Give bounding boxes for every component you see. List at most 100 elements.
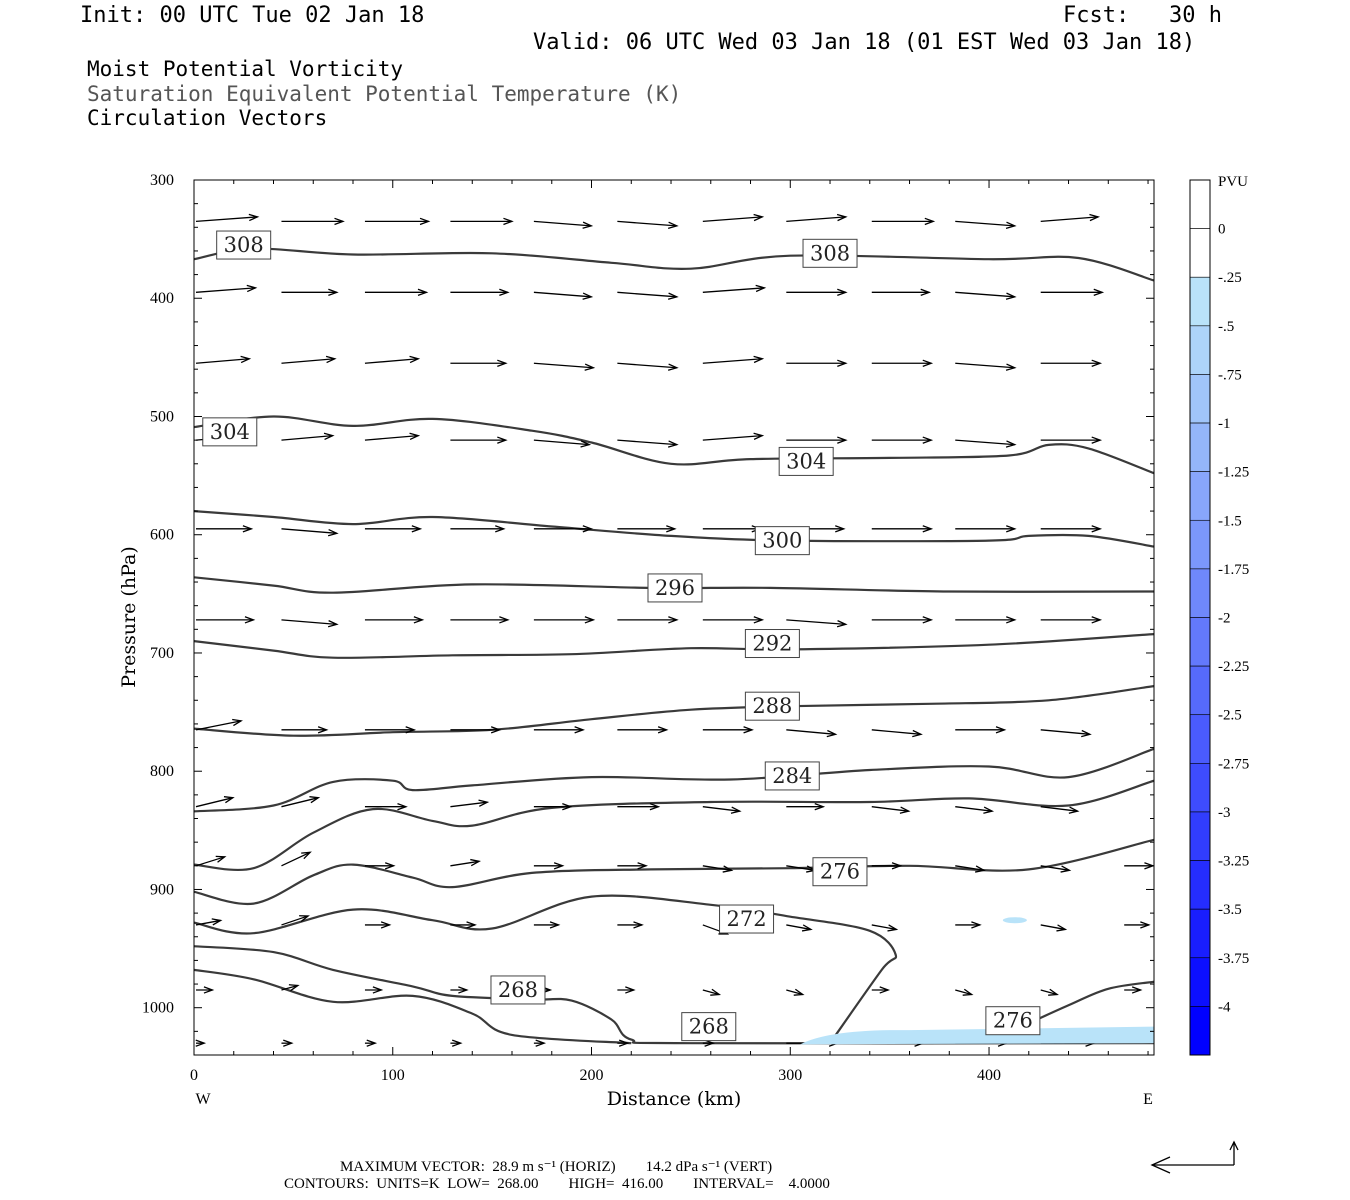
vector-arrowhead (666, 525, 677, 533)
vector-arrowhead (1056, 924, 1068, 932)
vector-arrowhead (667, 440, 679, 448)
vector-arrowhead (879, 986, 891, 994)
circulation-vector (702, 989, 720, 996)
vector-arrowhead (244, 616, 256, 624)
colorbar-swatch (1189, 714, 1211, 764)
vector-arrowhead (409, 432, 421, 441)
contour-line-296 (194, 576, 1154, 594)
contour-label-text: 292 (752, 632, 792, 656)
contour-label-296: 296 (647, 573, 703, 603)
vector-arrowhead (582, 221, 594, 229)
plot-frame (193, 179, 1155, 1056)
vector-arrowhead (384, 862, 396, 870)
colorbar-frame (1189, 179, 1211, 1056)
contour-line-264 (194, 968, 632, 1045)
contour-label-288: 288 (744, 691, 800, 721)
circulation-vector (364, 434, 419, 441)
vector-arrowhead (574, 726, 585, 734)
circulation-vector (955, 362, 1015, 369)
circulation-vector (617, 439, 677, 446)
colorbar-tick-label: -1.75 (1218, 562, 1249, 578)
vector-arrowhead (299, 915, 310, 923)
x-end-label-west: W (195, 1091, 211, 1108)
contour-label-292: 292 (744, 629, 800, 659)
circulation-vector (533, 362, 594, 369)
contour-label-text: 276 (993, 1009, 1033, 1033)
colorbar-tick-label: -4 (1218, 999, 1231, 1015)
contour-label-276: 276 (985, 1006, 1041, 1036)
vector-arrowhead (327, 528, 339, 537)
vector-arrowhead (366, 1039, 378, 1047)
colorbar-swatch (1189, 374, 1211, 424)
contour-label-text: 304 (786, 449, 826, 473)
contour-label-308: 308 (216, 230, 272, 260)
vector-arrowhead (409, 355, 421, 364)
circulation-vector (955, 806, 993, 812)
contour-label-text: 296 (655, 576, 695, 600)
circulation-vector (195, 287, 256, 293)
vector-arrowhead (1068, 806, 1080, 814)
vector-arrowhead (211, 918, 223, 926)
colorbar-swatch (1189, 860, 1211, 910)
vector-arrowhead (309, 796, 321, 804)
circulation-vector (955, 989, 972, 996)
vector-arrowhead (836, 213, 848, 222)
colorbar-swatch (1189, 617, 1211, 667)
colorbar-tick-label: -2.75 (1218, 756, 1249, 772)
vector-arrowhead (301, 851, 312, 860)
vector-arrowhead (1005, 363, 1017, 371)
circulation-vector (786, 989, 803, 996)
colorbar-tick-label: -1.5 (1218, 513, 1242, 529)
vector-arrowhead (499, 288, 510, 297)
vector-arrowhead (553, 862, 565, 870)
contour-label-box (812, 857, 868, 887)
vector-arrowhead (327, 620, 339, 628)
colorbar-tick-label: -3 (1218, 805, 1231, 821)
vector-arrowhead (924, 217, 936, 226)
vector-arrowhead (983, 806, 995, 814)
vector-arrowhead (922, 436, 934, 444)
x-tick-label: 200 (580, 1067, 604, 1084)
vector-arrowhead (215, 855, 227, 863)
vector-arrowhead (417, 288, 429, 297)
colorbar-swatch (1189, 908, 1211, 959)
contour-label-box (490, 975, 546, 1005)
vector-arrowhead (1081, 729, 1092, 738)
circulation-vector (195, 856, 225, 867)
vector-arrowhead (1091, 525, 1103, 533)
vector-arrowhead (837, 288, 848, 297)
y-tick-label: 600 (150, 527, 174, 544)
circulation-vector (533, 291, 592, 298)
colorbar-swatch (1189, 1006, 1211, 1056)
field-title-vectors: Circulation Vectors (87, 106, 328, 130)
vector-arrowhead (242, 525, 254, 533)
y-tick-label: 500 (150, 408, 174, 425)
vector-arrowhead (922, 359, 934, 367)
contour-label-box (744, 691, 800, 721)
colorbar-swatch (1189, 957, 1211, 1007)
vector-arrowhead (1006, 616, 1017, 624)
colorbar-swatch (1189, 276, 1211, 327)
contour-label-box (202, 417, 258, 447)
colorbar-tick-label: -.25 (1218, 270, 1242, 286)
vector-arrowhead (814, 802, 826, 811)
colorbar-swatch (1189, 665, 1211, 716)
vector-arrowhead (730, 806, 742, 814)
vector-arrowhead (1140, 921, 1151, 929)
colorbar-swatch (1189, 325, 1211, 375)
vector-arrowhead (1048, 988, 1059, 996)
vector-arrowhead (499, 616, 510, 624)
vector-arrowhead (657, 726, 669, 734)
reference-vector-up-arrowhead (1229, 1140, 1239, 1151)
vector-arrowhead (667, 292, 679, 300)
vector-arrowhead (495, 525, 506, 533)
vector-arrowhead (1005, 221, 1017, 229)
vector-arrowhead (649, 802, 661, 811)
vector-arrowhead (397, 802, 408, 811)
vector-arrowhead (887, 924, 899, 932)
contour-line-280 (194, 779, 1154, 872)
contour-label-276: 276 (812, 857, 868, 887)
vector-arrowhead (458, 986, 469, 994)
circulation-vector (702, 806, 740, 812)
